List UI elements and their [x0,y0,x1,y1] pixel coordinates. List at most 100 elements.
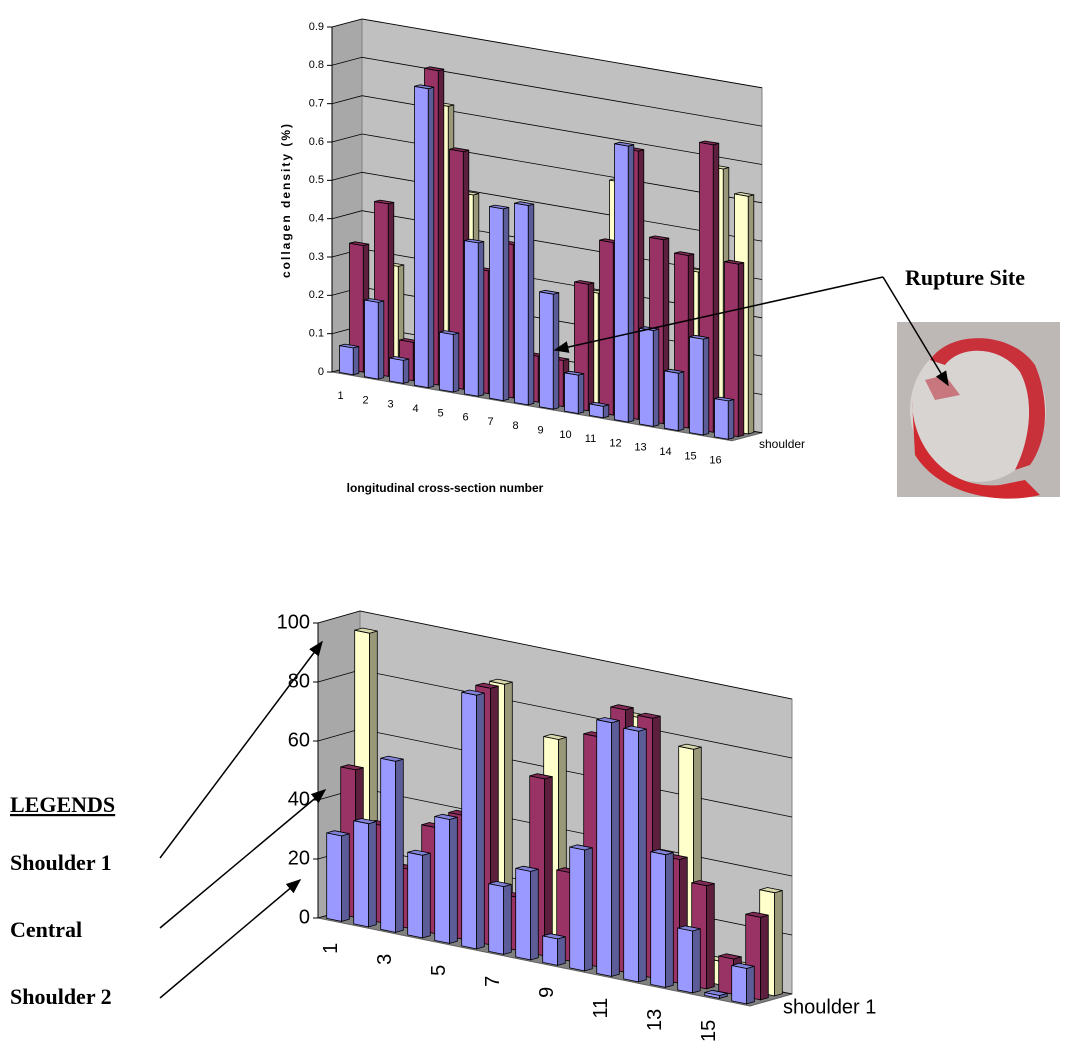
bar-side [452,332,460,393]
bar-side [368,820,377,928]
bar [514,201,535,406]
bar-side [587,282,595,412]
bar-top [514,201,534,206]
y-tick-label: 0.9 [309,21,324,33]
bar-top [664,368,684,374]
bar-top [589,401,609,407]
bar-side [677,371,685,432]
bar-side [476,692,485,950]
x-tick-label: 16 [709,455,721,467]
bar-side [527,203,535,406]
y-tick-label: 0 [299,906,310,928]
bar-front [664,370,679,432]
bar [539,289,560,410]
bar [664,368,685,432]
bar-side [706,882,715,990]
bar [639,326,660,427]
bar-top [489,678,513,685]
arrow [159,640,323,859]
bar-top [407,849,431,856]
bar-front [339,345,354,376]
y-tick-label: 0 [318,366,324,378]
x-tick-label: 6 [462,412,468,424]
x-tick-label: 15 [684,450,696,462]
x-tick-label: 11 [590,998,612,1019]
bar-side [427,86,435,389]
bar-front [539,291,554,410]
bar-top [689,334,709,340]
y-tick-label: 20 [288,847,310,869]
bar-top [745,911,769,918]
rupture-photo [897,322,1060,499]
bar-front [434,816,451,944]
bar-side [477,240,485,397]
bar-front [326,832,343,922]
bar-top [349,241,369,247]
bar-top [731,962,755,969]
bar-side [341,833,350,922]
bar-side [602,404,610,419]
bar-side [702,337,710,436]
y-tick-label: 100 [277,611,310,633]
bar-top [353,818,377,825]
y-tick-label: 0.2 [309,289,324,301]
bar-side [747,194,755,435]
bar [434,813,458,944]
x-tick-label: 14 [659,446,671,458]
bar-front [461,691,478,950]
bar-side [638,728,647,983]
bar-front [569,846,585,972]
bar-top [704,989,728,996]
arrow [882,276,949,387]
grid-line [331,18,763,89]
depth-label: shoulder 1 [783,996,876,1018]
bar [389,356,410,384]
x-tick-label: 15 [698,1020,720,1042]
bar-side [611,719,620,977]
y-tick-label: 40 [288,788,310,810]
x-tick-label: 4 [412,403,418,415]
y-tick-label: 60 [288,729,310,751]
bar-front [514,202,529,406]
y-tick-label: 0.8 [309,59,324,71]
bar-top [354,627,378,634]
y-axis-title: collagen density (%) [279,122,293,278]
bar-top [649,235,669,241]
bar-side [377,300,385,380]
bar-side [387,201,395,377]
bar [339,343,360,376]
bar-top [637,712,661,719]
bar-side [544,776,553,957]
bar [461,689,485,950]
bar-side [712,142,720,433]
bar [364,298,385,380]
bar [569,844,593,972]
bar-side [760,914,769,1001]
x-tick-label: 3 [387,399,393,411]
bar [714,396,735,440]
tissue [925,375,960,400]
legend-entry: Central [10,917,82,942]
tissue [930,338,1046,470]
bar-front [488,883,505,955]
bar-side [737,262,745,438]
bar-top [610,704,634,711]
bar-side [584,847,593,972]
bar [650,849,674,988]
bar-top [389,356,409,361]
bar-top [364,298,384,303]
bar-front [731,965,747,1005]
bar-top [759,887,783,894]
bar-top [734,191,754,197]
y-tick-label: 0.7 [309,98,324,110]
bar-side [665,851,674,988]
bar-front [650,851,666,988]
bar [677,925,701,994]
bar-front [380,757,397,933]
bar-top [677,925,701,932]
bar-top [614,141,634,147]
bar-top [464,238,484,244]
bar [542,933,566,966]
bar-front [439,331,454,393]
